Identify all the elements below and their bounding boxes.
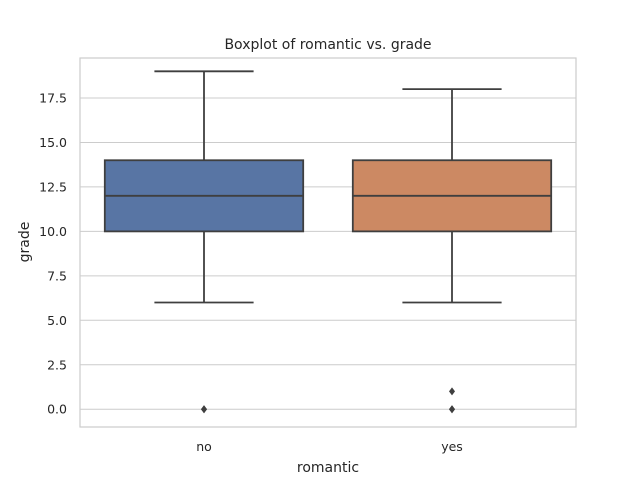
y-tick-label: 10.0	[39, 224, 67, 239]
outlier-point	[449, 405, 455, 414]
plot-frame	[79, 57, 577, 428]
x-tick-label: no	[196, 439, 212, 454]
y-tick-label: 17.5	[39, 91, 67, 106]
boxes	[103, 70, 553, 414]
y-axis-label: grade	[17, 222, 33, 263]
box-no	[103, 70, 305, 414]
grid-lines	[80, 97, 576, 410]
tick-labels: 0.0 2.5 5.0 7.5 10.0 12.5 15.0 17.5 no yes	[39, 91, 463, 454]
outlier-point	[449, 387, 455, 396]
y-tick-label: 15.0	[39, 135, 67, 150]
y-tick-label: 0.0	[47, 402, 67, 417]
y-tick-label: 7.5	[47, 268, 67, 283]
y-tick-label: 5.0	[47, 313, 67, 328]
box-yes	[351, 88, 553, 414]
y-tick-label: 12.5	[39, 179, 67, 194]
x-tick-label: yes	[441, 439, 463, 454]
x-axis-label: romantic	[297, 460, 359, 476]
chart-title: Boxplot of romantic vs. grade	[224, 37, 431, 53]
y-tick-label: 2.5	[47, 357, 67, 372]
outlier-point	[201, 405, 207, 414]
